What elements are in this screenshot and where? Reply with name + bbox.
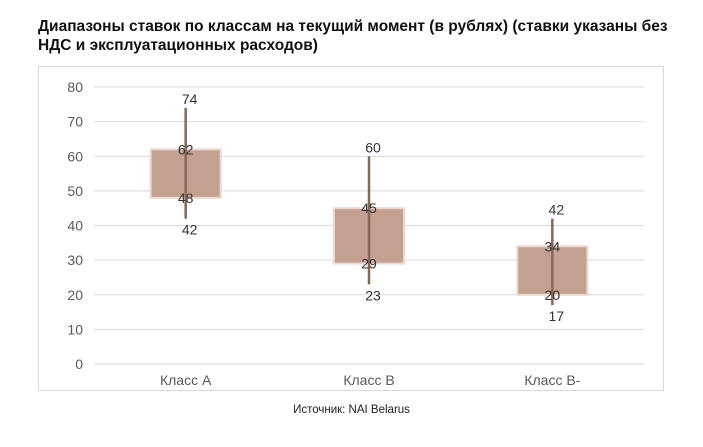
label-low-0: 42 bbox=[182, 222, 198, 238]
label-low-1: 23 bbox=[365, 287, 381, 303]
label-bottom-1: 29 bbox=[361, 256, 377, 272]
chart-frame bbox=[38, 66, 664, 391]
y-axis: 0 10 20 30 40 50 60 70 80 bbox=[67, 79, 83, 372]
label-bottom-0: 48 bbox=[178, 190, 194, 206]
y-tick-label-60: 60 bbox=[67, 148, 83, 164]
label-top-1: 45 bbox=[361, 200, 377, 216]
chart-marks: 74 62 48 42 60 45 29 23 42 34 20 17 bbox=[149, 91, 589, 324]
y-tick-label-20: 20 bbox=[67, 287, 83, 303]
y-tick-label-50: 50 bbox=[67, 183, 83, 199]
label-bottom-2: 20 bbox=[545, 287, 561, 303]
source-note: Источник: NAI Belarus bbox=[293, 404, 410, 416]
y-tick-label-70: 70 bbox=[67, 114, 83, 130]
x-tick-label-2: Класс В- bbox=[524, 372, 580, 388]
y-tick-label-10: 10 bbox=[67, 321, 83, 337]
x-axis: Класс А Класс В Класс В- bbox=[160, 372, 581, 388]
label-high-2: 42 bbox=[549, 202, 565, 218]
x-tick-label-0: Класс А bbox=[160, 372, 212, 388]
label-low-2: 17 bbox=[549, 308, 565, 324]
label-top-2: 34 bbox=[545, 238, 561, 254]
label-high-0: 74 bbox=[182, 91, 198, 107]
label-top-0: 62 bbox=[178, 141, 194, 157]
label-high-1: 60 bbox=[365, 139, 381, 155]
y-tick-label-0: 0 bbox=[75, 356, 83, 372]
x-tick-label-1: Класс В bbox=[343, 372, 394, 388]
y-tick-label-80: 80 bbox=[67, 79, 83, 95]
y-tick-label-30: 30 bbox=[67, 252, 83, 268]
chart-title: Диапазоны ставок по классам на текущий м… bbox=[38, 18, 668, 54]
y-tick-label-40: 40 bbox=[67, 218, 83, 234]
